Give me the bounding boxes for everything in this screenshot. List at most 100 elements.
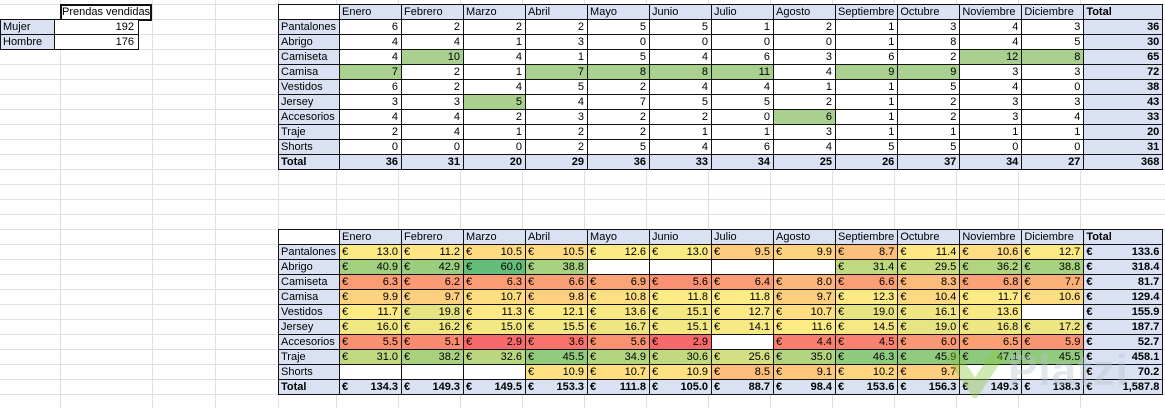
cell[interactable]: 4 <box>959 19 1023 35</box>
cell[interactable]: 4 <box>525 94 589 110</box>
cell[interactable]: €9.7 <box>897 364 961 380</box>
cell[interactable]: €46.3 <box>835 349 899 365</box>
cell[interactable]: 5 <box>587 19 651 35</box>
column-header[interactable]: Marzo <box>463 4 527 20</box>
cell[interactable] <box>401 364 465 380</box>
column-header[interactable]: Septiembre <box>835 229 899 245</box>
row-label[interactable]: Vestidos <box>277 79 341 95</box>
cell[interactable]: €29.5 <box>897 259 961 275</box>
cell[interactable] <box>711 259 775 275</box>
corner-cell[interactable] <box>277 229 341 245</box>
row-label[interactable]: Abrigo <box>277 259 341 275</box>
cell[interactable]: €10.4 <box>897 289 961 305</box>
cell[interactable]: €19.0 <box>897 319 961 335</box>
cell[interactable]: €2.9 <box>649 334 713 350</box>
row-total-cell[interactable]: 65 <box>1083 49 1164 65</box>
cell[interactable]: €7.7 <box>1021 274 1085 290</box>
cell[interactable]: 5 <box>587 139 651 155</box>
cell[interactable] <box>1021 364 1085 380</box>
cell[interactable]: 0 <box>959 139 1023 155</box>
cell[interactable] <box>1021 304 1085 320</box>
grand-total-cell[interactable]: €1,587.8 <box>1083 379 1164 395</box>
cell[interactable]: 4 <box>711 79 775 95</box>
cell[interactable]: €45.5 <box>1021 349 1085 365</box>
cell[interactable]: €9.1 <box>773 364 837 380</box>
cell[interactable]: €10.7 <box>463 289 527 305</box>
cell[interactable]: 3 <box>959 94 1023 110</box>
cell[interactable]: 192 <box>54 19 139 35</box>
cell[interactable]: €11.7 <box>959 289 1023 305</box>
row-total-cell[interactable]: 31 <box>1083 139 1164 155</box>
cell[interactable]: 6 <box>711 49 775 65</box>
column-header[interactable]: Mayo <box>587 229 651 245</box>
cell[interactable]: €5.6 <box>649 274 713 290</box>
cell[interactable]: 3 <box>339 94 403 110</box>
cell[interactable]: 5 <box>897 79 961 95</box>
row-label[interactable]: Hombre <box>0 34 55 50</box>
cell[interactable]: €5.6 <box>587 334 651 350</box>
cell[interactable]: €6.6 <box>525 274 589 290</box>
total-cell[interactable]: €105.0 <box>649 379 713 395</box>
cell[interactable]: €19.8 <box>401 304 465 320</box>
total-cell[interactable]: €156.3 <box>897 379 961 395</box>
cell[interactable]: €6.0 <box>897 334 961 350</box>
cell[interactable]: 0 <box>773 34 837 50</box>
row-label[interactable]: Camiseta <box>277 49 341 65</box>
column-header[interactable]: Junio <box>649 4 713 20</box>
cell[interactable]: 8 <box>649 64 713 80</box>
column-header[interactable]: Abril <box>525 4 589 20</box>
cell[interactable]: 4 <box>401 34 465 50</box>
column-header[interactable]: Junio <box>649 229 713 245</box>
cell[interactable]: €12.6 <box>587 244 651 260</box>
cell[interactable]: €11.3 <box>463 304 527 320</box>
cell[interactable]: 1 <box>463 34 527 50</box>
row-label[interactable]: Camiseta <box>277 274 341 290</box>
cell[interactable]: 0 <box>339 139 403 155</box>
cell[interactable]: €10.2 <box>835 364 899 380</box>
total-cell[interactable]: €149.3 <box>401 379 465 395</box>
cell[interactable]: €8.3 <box>897 274 961 290</box>
column-header[interactable]: Marzo <box>463 229 527 245</box>
cell[interactable]: 1 <box>463 124 527 140</box>
cell[interactable]: 8 <box>1021 49 1085 65</box>
cell[interactable]: 5 <box>835 139 899 155</box>
cell[interactable]: 0 <box>463 139 527 155</box>
cell[interactable]: 0 <box>649 34 713 50</box>
cell[interactable]: €8.5 <box>711 364 775 380</box>
cell[interactable]: €6.5 <box>959 334 1023 350</box>
cell[interactable]: 6 <box>339 79 403 95</box>
cell[interactable]: €13.6 <box>587 304 651 320</box>
cell[interactable]: €32.6 <box>463 349 527 365</box>
cell[interactable]: €15.0 <box>463 319 527 335</box>
cell[interactable]: €3.6 <box>525 334 589 350</box>
cell[interactable]: 9 <box>897 64 961 80</box>
cell[interactable]: 5 <box>649 94 713 110</box>
corner-cell[interactable] <box>277 4 341 20</box>
column-header[interactable]: Diciembre <box>1021 4 1085 20</box>
row-total-cell[interactable]: €70.2 <box>1083 364 1164 380</box>
row-label[interactable]: Accesorios <box>277 109 341 125</box>
cell[interactable]: 2 <box>463 19 527 35</box>
cell[interactable]: €16.1 <box>897 304 961 320</box>
cell[interactable]: €10.8 <box>587 289 651 305</box>
cell[interactable]: 6 <box>773 109 837 125</box>
cell[interactable]: €2.9 <box>463 334 527 350</box>
cell[interactable]: €47.1 <box>959 349 1023 365</box>
cell[interactable]: €8.0 <box>773 274 837 290</box>
cell[interactable]: €38.2 <box>401 349 465 365</box>
row-label[interactable]: Shorts <box>277 364 341 380</box>
cell[interactable]: €12.1 <box>525 304 589 320</box>
column-header[interactable]: Octubre <box>897 229 961 245</box>
cell[interactable]: 1 <box>835 109 899 125</box>
cell[interactable]: €6.2 <box>401 274 465 290</box>
cell[interactable]: 4 <box>339 49 403 65</box>
cell[interactable]: 1 <box>835 94 899 110</box>
cell[interactable]: €10.6 <box>959 244 1023 260</box>
cell[interactable]: €10.7 <box>773 304 837 320</box>
cell[interactable]: €38.8 <box>1021 259 1085 275</box>
cell[interactable]: 1 <box>835 19 899 35</box>
cell[interactable]: 0 <box>711 109 775 125</box>
cell[interactable]: 5 <box>463 94 527 110</box>
cell[interactable]: 4 <box>401 124 465 140</box>
row-total-cell[interactable]: €155.9 <box>1083 304 1164 320</box>
